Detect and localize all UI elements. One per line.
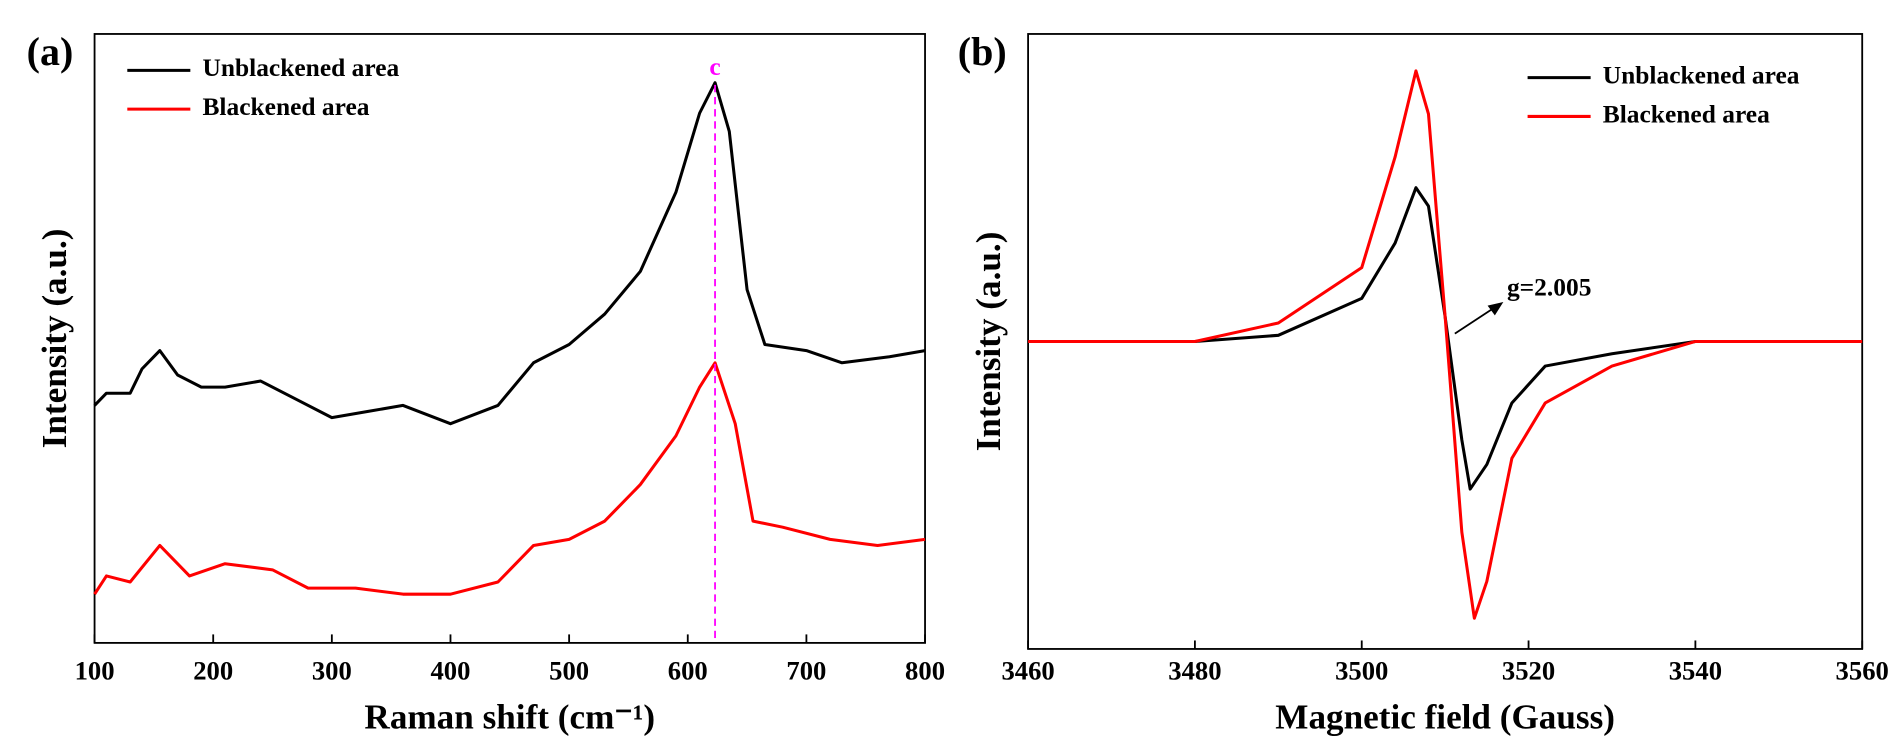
x-tick-label: 3560 — [1836, 655, 1889, 685]
x-axis-label: Raman shift (cm⁻¹) — [364, 698, 655, 737]
series-line — [1028, 69, 1863, 620]
plot-frame — [93, 33, 926, 644]
series-line — [93, 361, 926, 596]
legend-label: Unblackened area — [1603, 60, 1800, 89]
panel-label: (b) — [958, 29, 1007, 74]
x-tick-label: 3520 — [1502, 655, 1555, 685]
x-axis-label: Magnetic field (Gauss) — [1275, 698, 1615, 737]
x-tick-label: 3540 — [1669, 655, 1722, 685]
x-tick-label: 3480 — [1168, 655, 1221, 685]
panel-label: (a) — [27, 29, 74, 74]
legend-label: Blackened area — [202, 92, 369, 121]
x-tick-label: 700 — [786, 655, 826, 685]
legend-label: Blackened area — [1603, 99, 1770, 128]
x-tick-label: 500 — [549, 655, 589, 685]
annotation-arrow — [1454, 307, 1495, 335]
x-tick-label: 3500 — [1335, 655, 1388, 685]
x-tick-label: 800 — [905, 655, 945, 685]
x-tick-label: 300 — [312, 655, 352, 685]
annotation-arrowhead — [1487, 302, 1504, 316]
x-tick-label: 100 — [75, 655, 115, 685]
annotation-label: c — [709, 52, 720, 81]
x-tick-label: 600 — [668, 655, 708, 685]
x-tick-label: 200 — [193, 655, 233, 685]
x-tick-label: 3460 — [1001, 655, 1054, 685]
series-line — [93, 81, 926, 426]
legend-label: Unblackened area — [202, 53, 399, 82]
annotation-label: g=2.005 — [1507, 273, 1591, 302]
x-tick-label: 400 — [430, 655, 470, 685]
series-line — [1028, 186, 1863, 491]
y-axis-label: Intensity (a.u.) — [35, 229, 74, 449]
y-axis-label: Intensity (a.u.) — [969, 232, 1008, 452]
